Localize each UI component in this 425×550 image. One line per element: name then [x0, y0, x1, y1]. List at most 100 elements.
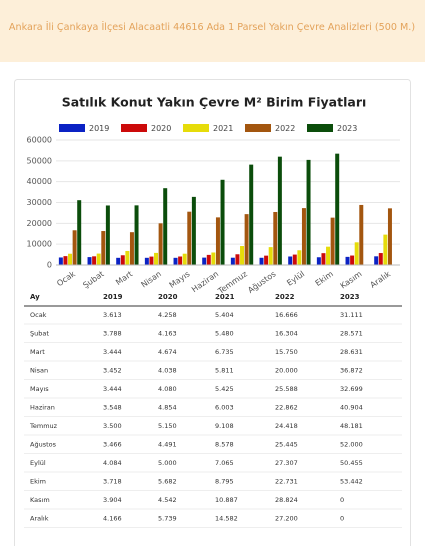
- bar: [354, 242, 359, 265]
- table-cell: 8.578: [215, 441, 234, 449]
- legend-label: 2021: [213, 124, 233, 133]
- bar: [316, 257, 321, 265]
- y-tick-label: 0: [47, 261, 52, 270]
- bar: [306, 159, 311, 265]
- table-cell: Temmuz: [29, 422, 58, 430]
- y-tick-label: 20000: [27, 219, 52, 228]
- table-cell: 52.000: [340, 441, 363, 449]
- bar: [249, 164, 254, 265]
- table-cell: 22.731: [275, 478, 298, 486]
- table-cell: Mayıs: [30, 385, 49, 393]
- bar: [149, 256, 154, 265]
- bar: [202, 257, 207, 265]
- table-cell: 4.258: [158, 311, 177, 319]
- table-cell: 4.542: [158, 496, 177, 504]
- legend-label: 2020: [151, 124, 171, 133]
- table-cell: Aralık: [30, 515, 49, 523]
- y-tick-label: 30000: [27, 198, 52, 207]
- header-banner: [0, 0, 425, 62]
- bar: [288, 256, 293, 265]
- table-cell: 53.442: [340, 478, 363, 486]
- table-cell: 28.571: [340, 330, 363, 338]
- bar: [244, 214, 249, 265]
- legend-swatch: [245, 124, 271, 132]
- table-cell: 28.824: [275, 496, 298, 504]
- legend-swatch: [183, 124, 209, 132]
- bar: [297, 250, 302, 265]
- table-cell: 5.000: [158, 459, 177, 467]
- table-cell: Ekim: [30, 478, 46, 486]
- bar: [383, 234, 388, 265]
- table-cell: 50.455: [340, 459, 363, 467]
- bar: [72, 230, 77, 265]
- bar: [345, 256, 350, 265]
- bar: [330, 217, 335, 265]
- table-cell: Mart: [30, 348, 45, 356]
- bar: [211, 252, 216, 265]
- bar: [129, 232, 134, 265]
- bar: [134, 205, 139, 265]
- table-cell: 4.854: [158, 404, 177, 412]
- bar: [92, 256, 97, 265]
- table-cell: 3.500: [103, 422, 122, 430]
- bar: [350, 255, 355, 265]
- y-tick-label: 40000: [27, 177, 52, 186]
- bar: [206, 254, 211, 265]
- table-cell: 22.862: [275, 404, 298, 412]
- bar: [387, 208, 392, 265]
- bar: [182, 253, 187, 265]
- bar: [154, 252, 159, 265]
- table-cell: 7.065: [215, 459, 234, 467]
- bar: [77, 200, 82, 265]
- bar: [359, 204, 364, 265]
- table-cell: 14.582: [215, 515, 238, 523]
- bar: [268, 247, 273, 265]
- table-cell: 3.718: [103, 478, 122, 486]
- table-cell: 5.150: [158, 422, 177, 430]
- bar: [173, 257, 178, 265]
- table-cell: 28.631: [340, 348, 363, 356]
- table-cell: 4.491: [158, 441, 177, 449]
- bar: [101, 231, 106, 265]
- bar: [235, 254, 240, 265]
- table-cell: 9.108: [215, 422, 234, 430]
- table-cell: Ocak: [30, 311, 47, 319]
- table-cell: 6.003: [215, 404, 234, 412]
- table-cell: 5.682: [158, 478, 177, 486]
- table-cell: 5.404: [215, 311, 234, 319]
- table-cell: 36.872: [340, 367, 363, 375]
- bar: [58, 257, 63, 265]
- table-cell: 3.452: [103, 367, 122, 375]
- bar: [215, 217, 220, 265]
- table-cell: 4.080: [158, 385, 177, 393]
- chart-title: Satılık Konut Yakın Çevre M² Birim Fiyat…: [62, 95, 367, 110]
- bar: [158, 223, 163, 265]
- table-cell: 20.000: [275, 367, 298, 375]
- bar: [120, 255, 125, 265]
- table-cell: 10.887: [215, 496, 238, 504]
- table-cell: 5.425: [215, 385, 234, 393]
- bar: [374, 256, 379, 265]
- table-cell: 25.588: [275, 385, 298, 393]
- table-cell: 3.444: [103, 385, 122, 393]
- table-header: 2019: [103, 293, 123, 301]
- table-cell: 4.166: [103, 515, 122, 523]
- legend-swatch: [59, 124, 85, 132]
- table-cell: Şubat: [30, 330, 49, 338]
- bar: [230, 257, 235, 265]
- table-cell: 40.904: [340, 404, 363, 412]
- bar: [116, 257, 121, 265]
- bar: [144, 257, 149, 265]
- table-cell: 5.480: [215, 330, 234, 338]
- table-cell: 24.418: [275, 422, 298, 430]
- bar: [187, 211, 192, 265]
- table-cell: Eylül: [30, 459, 46, 467]
- y-tick-label: 50000: [27, 156, 52, 165]
- bar: [178, 256, 183, 265]
- bar: [326, 246, 331, 265]
- legend-label: 2022: [275, 124, 295, 133]
- bar: [264, 255, 269, 265]
- table-cell: 32.699: [340, 385, 363, 393]
- table-header: 2022: [275, 293, 295, 301]
